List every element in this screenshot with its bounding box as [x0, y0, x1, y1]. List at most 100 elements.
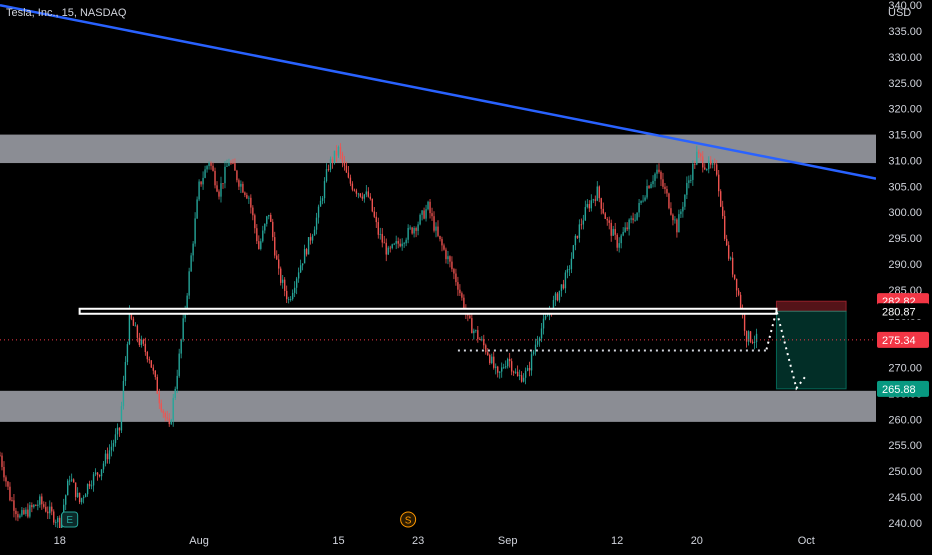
- candle: [210, 161, 212, 170]
- trendline[interactable]: [0, 3, 877, 180]
- candle: [276, 250, 278, 260]
- candle: [361, 192, 364, 201]
- profit-target-box[interactable]: [775, 310, 847, 390]
- candle: [1, 452, 3, 471]
- candle: [604, 211, 606, 219]
- candle: [264, 223, 266, 234]
- candle: [670, 202, 672, 216]
- split-event-icon[interactable]: S: [400, 511, 417, 528]
- candle: [727, 241, 730, 261]
- candle: [471, 312, 473, 334]
- candle: [602, 202, 604, 215]
- candle: [737, 287, 740, 297]
- candle: [345, 161, 348, 173]
- candle: [256, 224, 258, 245]
- candle: [399, 238, 401, 248]
- candle: [301, 263, 304, 271]
- candle: [347, 165, 350, 179]
- candle: [733, 274, 736, 281]
- candle: [644, 195, 646, 202]
- candle: [395, 235, 397, 250]
- candle: [723, 210, 726, 241]
- candle: [636, 212, 638, 222]
- candle: [616, 233, 618, 252]
- candle: [417, 221, 419, 236]
- candle: [39, 494, 41, 508]
- candle: [514, 368, 517, 374]
- candle: [204, 165, 206, 179]
- candle: [325, 163, 328, 183]
- x-tick-label: 20: [691, 535, 703, 547]
- candle: [25, 507, 27, 517]
- candle: [678, 209, 680, 233]
- candle: [108, 444, 111, 464]
- stop-loss-box[interactable]: [775, 300, 847, 312]
- y-tick-label: 335.00: [888, 26, 922, 38]
- target-price-tag: 265.88: [877, 380, 929, 397]
- candle: [80, 497, 83, 505]
- candle: [70, 473, 73, 483]
- y-tick-label: 310.00: [888, 155, 922, 167]
- y-tick-label: 295.00: [888, 233, 922, 245]
- candle: [393, 242, 395, 246]
- candle: [401, 238, 403, 251]
- candle: [206, 165, 208, 173]
- candle: [244, 191, 246, 198]
- candle: [142, 338, 145, 347]
- candle: [248, 195, 250, 204]
- candle: [391, 243, 393, 250]
- candle: [576, 235, 579, 240]
- time-axis[interactable]: [0, 528, 876, 550]
- candle: [483, 334, 485, 349]
- candle: [315, 212, 318, 235]
- candle: [299, 259, 302, 274]
- candle: [287, 296, 290, 304]
- candle: [532, 349, 535, 356]
- candle: [530, 351, 533, 376]
- candle: [497, 365, 499, 378]
- candle: [51, 502, 53, 516]
- candle: [335, 145, 338, 163]
- candle: [582, 214, 585, 230]
- y-tick-label: 245.00: [888, 492, 922, 504]
- candle: [516, 365, 519, 377]
- support-zone[interactable]: [0, 390, 876, 422]
- candle: [266, 215, 268, 227]
- candle: [443, 243, 445, 251]
- candle: [411, 226, 413, 235]
- candle: [409, 225, 411, 230]
- candle: [508, 352, 511, 368]
- candle: [21, 507, 23, 518]
- candle: [560, 284, 563, 297]
- price-axis[interactable]: [876, 0, 932, 550]
- svg-text:S: S: [405, 516, 412, 527]
- candle: [640, 200, 642, 205]
- support-line[interactable]: [78, 307, 778, 315]
- candle: [499, 371, 501, 379]
- candle: [540, 322, 543, 343]
- resistance-zone[interactable]: [0, 134, 876, 164]
- candle: [43, 501, 45, 509]
- candle: [343, 156, 346, 171]
- candle: [349, 174, 352, 187]
- earnings-event-icon[interactable]: E: [61, 511, 79, 528]
- candle: [718, 169, 720, 197]
- y-tick-label: 270.00: [888, 363, 922, 375]
- y-tick-label: 250.00: [888, 466, 922, 478]
- candle: [224, 161, 226, 189]
- current-price-tag: 275.34: [877, 331, 929, 348]
- candle: [735, 278, 738, 298]
- candle: [654, 172, 656, 188]
- candle: [53, 509, 55, 525]
- candle: [278, 254, 280, 275]
- candle: [686, 176, 688, 199]
- candle: [329, 156, 332, 173]
- candle: [170, 418, 172, 426]
- candle: [357, 192, 360, 199]
- candle: [313, 226, 316, 236]
- candle: [708, 156, 710, 174]
- candle: [564, 270, 567, 294]
- candle: [102, 460, 105, 473]
